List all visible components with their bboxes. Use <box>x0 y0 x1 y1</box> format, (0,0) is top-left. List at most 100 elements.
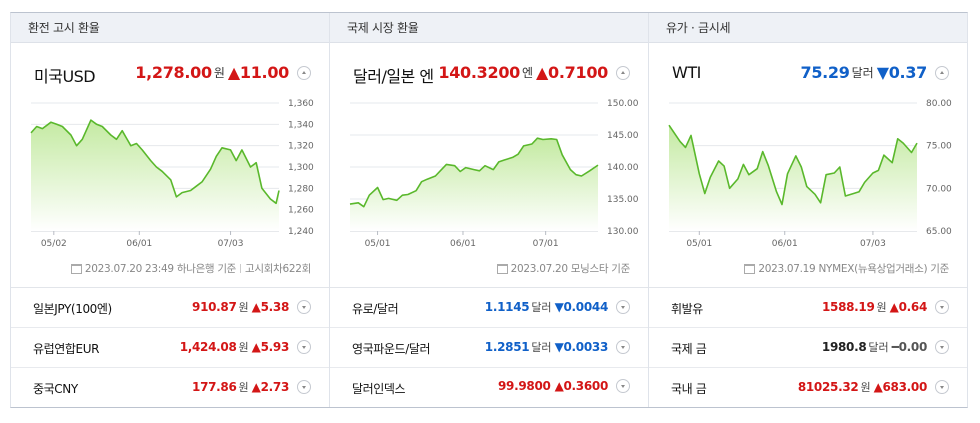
y-tick-label: 130.00 <box>607 227 639 237</box>
sub-row-value: 99.9800 <box>498 379 551 393</box>
y-tick-label: 1,280 <box>288 184 314 194</box>
sub-row-value: 1,424.08 <box>179 340 237 354</box>
main-quote-name: WTI <box>672 63 701 82</box>
main-quote-unit: 원 <box>213 66 225 80</box>
source-note: 2023.07.20 모닝스타 기준 <box>496 261 631 276</box>
y-tick-label: 75.00 <box>926 142 952 152</box>
main-quote-value: 75.29 <box>800 63 850 82</box>
sub-row-name: 영국파운드/달러 <box>352 342 431 356</box>
sub-row-unit: 달러 <box>531 341 552 354</box>
sub-row[interactable]: 중국CNY 177.86 원 ▲2.73 <box>11 368 329 408</box>
x-tick-label: 07/03 <box>860 239 886 249</box>
x-tick-label: 07/03 <box>218 239 244 249</box>
sub-row-value: 910.87 <box>192 300 237 314</box>
sub-row[interactable]: 일본JPY(100엔) 910.87 원 ▲5.38 <box>11 288 329 328</box>
expand-toggle-icon[interactable] <box>297 340 311 354</box>
divider <box>240 264 242 273</box>
sub-row-value: 1588.19 <box>821 300 875 314</box>
y-tick-label: 135.00 <box>607 195 639 205</box>
panel-header[interactable]: 환전 고시 환율 <box>11 13 329 43</box>
sub-row[interactable]: 국제 금 1980.8 달러 ━0.00 <box>649 328 967 368</box>
collapse-toggle-icon[interactable] <box>616 65 630 80</box>
expand-toggle-icon[interactable] <box>935 340 949 354</box>
main-quote[interactable]: 달러/일본 엔 140.3200 엔 ▲0.7100 <box>330 59 648 89</box>
sub-row-change: ▼0.0033 <box>554 340 609 354</box>
sub-row-change: ▲5.38 <box>251 300 290 314</box>
series-line <box>30 119 280 205</box>
expand-toggle-icon[interactable] <box>297 380 311 394</box>
sub-row-change: ▼0.0044 <box>554 300 609 314</box>
sub-row-name: 휘발유 <box>671 302 703 316</box>
series-area <box>350 138 598 231</box>
source-doc-icon <box>496 263 508 274</box>
sub-row-name: 국제 금 <box>671 342 707 356</box>
y-tick-label: 150.00 <box>607 99 639 109</box>
main-quote-change: ▲11.00 <box>227 63 289 82</box>
main-quote-change: ▲0.7100 <box>536 63 608 82</box>
sub-row-name: 국내 금 <box>671 382 707 396</box>
sub-row-change: ▲0.3600 <box>554 379 609 393</box>
sub-row-value: 81025.32 <box>797 380 859 394</box>
sub-list: 일본JPY(100엔) 910.87 원 ▲5.38 유럽연합EUR 1,424… <box>11 287 329 408</box>
main-quote-unit: 달러 <box>851 66 874 80</box>
expand-toggle-icon[interactable] <box>616 300 630 314</box>
x-tick-label: 06/01 <box>450 239 476 249</box>
x-tick-label: 07/01 <box>533 239 559 249</box>
main-quote-name: 미국USD <box>34 67 96 86</box>
source-text: 2023.07.20 23:49 하나은행 기준 <box>84 263 237 275</box>
sub-row-name: 유럽연합EUR <box>33 342 100 356</box>
collapse-toggle-icon[interactable] <box>297 65 311 80</box>
expand-toggle-icon[interactable] <box>935 380 949 394</box>
y-tick-label: 1,300 <box>288 163 314 173</box>
panel-header[interactable]: 유가 · 금시세 <box>649 13 967 43</box>
sub-row-change: ▲683.00 <box>873 380 928 394</box>
panel-intl-market: 국제 시장 환율 달러/일본 엔 140.3200 엔 ▲0.7100 150.… <box>330 13 649 407</box>
x-tick-label: 06/01 <box>126 239 152 249</box>
y-tick-label: 1,260 <box>288 206 314 216</box>
sub-row-value: 1.1145 <box>484 300 530 314</box>
panel-oil-gold: 유가 · 금시세 WTI 75.29 달러 ▼0.37 80.00 75.00 70… <box>649 13 967 407</box>
expand-toggle-icon[interactable] <box>616 340 630 354</box>
sub-row[interactable]: 유럽연합EUR 1,424.08 원 ▲5.93 <box>11 328 329 368</box>
y-tick-label: 1,340 <box>288 120 314 130</box>
sub-row[interactable]: 국내 금 81025.32 원 ▲683.00 <box>649 368 967 408</box>
main-quote-value: 1,278.00 <box>135 63 212 82</box>
sub-row-unit: 원 <box>238 341 249 354</box>
x-tick-label: 06/01 <box>772 239 798 249</box>
source-doc-icon <box>744 263 756 274</box>
series-area <box>669 125 917 231</box>
source-text: 2023.07.20 모닝스타 기준 <box>510 263 631 275</box>
sub-row-unit: 원 <box>860 381 871 394</box>
sub-row-change: ▲2.73 <box>251 380 290 394</box>
sub-row-unit: 원 <box>238 301 249 314</box>
source-note: 2023.07.20 23:49 하나은행 기준 고시회차622회 <box>70 261 311 276</box>
sub-list: 유로/달러 1.1145 달러 ▼0.0044 영국파운드/달러 1.2851 … <box>330 287 648 408</box>
sub-row-change: ▲5.93 <box>251 340 290 354</box>
series-line <box>349 137 599 208</box>
collapse-toggle-icon[interactable] <box>935 65 949 80</box>
sub-row[interactable]: 유로/달러 1.1145 달러 ▼0.0044 <box>330 288 648 328</box>
x-tick-label: 05/01 <box>365 239 391 249</box>
y-tick-label: 145.00 <box>607 131 639 141</box>
rate-chart: 80.00 75.00 70.00 65.00 05/01 06/01 07/03 <box>668 99 952 249</box>
sub-row[interactable]: 휘발유 1588.19 원 ▲0.64 <box>649 288 967 328</box>
x-tick-label: 05/01 <box>686 239 712 249</box>
sub-row-change: ━0.00 <box>891 340 928 354</box>
main-quote[interactable]: 미국USD 1,278.00 원 ▲11.00 <box>11 59 329 89</box>
expand-toggle-icon[interactable] <box>935 300 949 314</box>
expand-toggle-icon[interactable] <box>297 300 311 314</box>
panel-header[interactable]: 국제 시장 환율 <box>330 13 648 43</box>
expand-toggle-icon[interactable] <box>616 379 630 393</box>
sub-row[interactable]: 달러인덱스 99.9800 ▲0.3600 <box>330 368 648 408</box>
series-area <box>31 120 279 231</box>
sub-row-name: 달러인덱스 <box>352 382 406 396</box>
source-doc-icon <box>70 263 82 274</box>
y-tick-label: 1,320 <box>288 142 314 152</box>
source-extra: 고시회차622회 <box>245 263 311 275</box>
main-quote[interactable]: WTI 75.29 달러 ▼0.37 <box>649 59 967 89</box>
y-tick-label: 80.00 <box>926 99 952 109</box>
sub-row[interactable]: 영국파운드/달러 1.2851 달러 ▼0.0033 <box>330 328 648 368</box>
rate-chart: 1,360 1,340 1,320 1,300 1,280 1,260 1,240 05/02… <box>30 99 314 249</box>
sub-row-unit: 달러 <box>531 301 552 314</box>
y-tick-label: 140.00 <box>607 163 639 173</box>
